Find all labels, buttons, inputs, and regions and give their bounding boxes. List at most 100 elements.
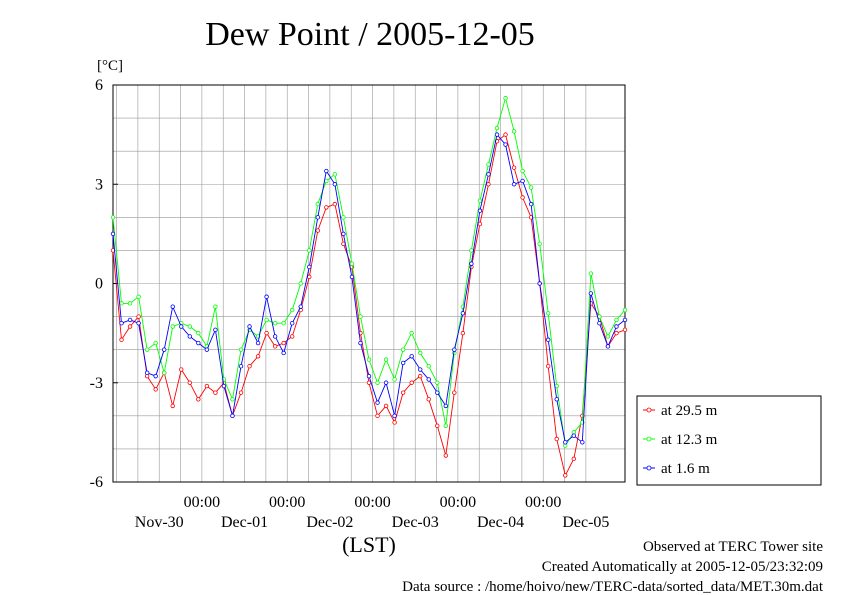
data-point [503, 142, 508, 147]
legend-swatch-marker [646, 407, 652, 413]
data-point [255, 340, 261, 346]
y-tick-label: -6 [90, 474, 103, 491]
data-point [537, 241, 542, 246]
legend-label: at 1.6 m [661, 461, 710, 477]
data-point [161, 347, 167, 352]
data-point [281, 350, 286, 356]
data-point [179, 367, 184, 372]
data-point [400, 347, 406, 352]
series-layer [110, 96, 628, 478]
x-day-label: Dec-01 [221, 514, 268, 531]
data-point [170, 403, 175, 409]
legend-swatch-marker [646, 465, 652, 471]
footer-created: Created Automatically at 2005-12-05/23:3… [542, 559, 823, 575]
x-day-label: Dec-03 [392, 514, 439, 531]
data-point [119, 301, 124, 306]
x-axis-label: (LST) [342, 532, 396, 557]
data-point [537, 281, 542, 286]
data-point [264, 294, 269, 299]
data-point [400, 360, 406, 366]
chart-title: Dew Point / 2005-12-05 [205, 16, 535, 53]
data-point [435, 390, 440, 395]
data-point [144, 347, 150, 352]
data-point [272, 344, 278, 349]
plot-grid [113, 85, 625, 482]
data-point [409, 354, 414, 359]
data-point [179, 324, 184, 329]
data-point [290, 321, 295, 326]
data-point [477, 208, 483, 213]
series-3 [110, 132, 628, 445]
series-line [112, 96, 626, 447]
data-point [290, 334, 295, 339]
data-point [110, 231, 116, 237]
data-point [511, 129, 517, 134]
legend-box [636, 395, 822, 486]
data-point [477, 198, 483, 203]
data-point [477, 221, 483, 227]
data-point [443, 403, 448, 409]
data-point [452, 347, 457, 352]
data-point [170, 324, 175, 329]
data-point [503, 96, 508, 101]
data-point [324, 168, 329, 174]
data-point [272, 334, 278, 339]
data-point [375, 400, 380, 405]
data-point [136, 321, 141, 326]
data-point [221, 383, 227, 389]
data-point [563, 440, 568, 445]
data-point [588, 271, 594, 276]
data-point [161, 370, 167, 376]
data-point [588, 291, 594, 296]
data-point [520, 168, 525, 174]
data-point [614, 330, 619, 336]
data-point [238, 364, 244, 369]
x-time-tick-label: 00:00 [354, 494, 390, 511]
footer-site: Observed at TERC Tower site [643, 539, 823, 555]
series-line [112, 133, 626, 477]
x-time-tick-label: 00:00 [525, 494, 561, 511]
data-point [332, 201, 338, 207]
data-point [546, 337, 551, 342]
data-point [213, 390, 218, 395]
data-point [247, 324, 252, 329]
data-point [383, 357, 389, 362]
data-point [520, 195, 525, 200]
data-point [375, 380, 380, 385]
footer-data-source: Data source : /home/hoivo/new/TERC-data/… [402, 579, 824, 595]
data-point [554, 436, 559, 442]
data-point [187, 324, 192, 329]
data-point [187, 380, 192, 385]
data-point [213, 304, 218, 309]
data-point [443, 453, 448, 458]
x-day-label: Dec-05 [562, 514, 609, 531]
data-point [494, 125, 500, 131]
legend: at 29.5 m at 12.3 m at 1.6 m [636, 395, 822, 486]
data-point [435, 423, 440, 428]
data-point [349, 274, 355, 280]
data-point [264, 330, 269, 336]
data-point [170, 304, 175, 309]
data-point [511, 165, 517, 170]
data-point [435, 380, 440, 385]
data-point [366, 357, 372, 362]
legend-label: at 12.3 m [661, 432, 718, 448]
data-point [460, 330, 466, 336]
data-point [426, 364, 431, 369]
data-point [247, 364, 252, 369]
data-point [366, 373, 372, 379]
data-point [127, 324, 133, 329]
data-point [418, 373, 423, 379]
y-tick-label: 3 [95, 176, 103, 193]
data-point [196, 340, 201, 346]
data-point [315, 201, 320, 207]
x-time-tick-label: 00:00 [184, 494, 220, 511]
x-day-label: Dec-04 [477, 514, 524, 531]
data-point [307, 274, 312, 280]
data-point [546, 364, 551, 369]
series-line [112, 133, 626, 444]
data-point [409, 330, 414, 336]
data-point [324, 205, 329, 210]
